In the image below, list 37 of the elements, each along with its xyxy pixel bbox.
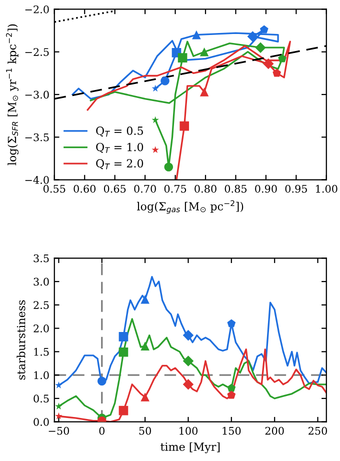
- x-tick-label: 0: [99, 426, 105, 435]
- x-tick-label: 0.90: [255, 184, 277, 193]
- y-tick-label: −3.0: [25, 90, 49, 99]
- y-axis-title: starburstiness: [16, 300, 26, 380]
- y-tick-label: 2.5: [34, 301, 49, 310]
- x-axis-title: time [Myr]: [160, 442, 220, 454]
- x-axis-title: log(Σ$_{gas}$ [M$_{⊙}$ pc$^{−2}$]): [137, 200, 244, 214]
- x-tick-label: 200: [265, 426, 284, 435]
- x-tick-label: 0.55: [43, 184, 66, 193]
- legend-label: Q$_{T}$ = 2.0: [96, 159, 144, 170]
- y-tick-label: 0.0: [34, 418, 49, 426]
- x-tick-label: 0.65: [104, 184, 126, 193]
- x-tick-label: 150: [222, 426, 241, 435]
- x-tick-label: 0.80: [194, 184, 216, 193]
- y-tick-label: 3.0: [34, 278, 49, 286]
- x-tick-label: 0.85: [224, 184, 247, 193]
- y-tick-label: −2.5: [25, 48, 49, 56]
- x-tick-label: 0.95: [285, 184, 307, 193]
- y-tick-label: 2.0: [34, 324, 49, 332]
- y-tick-label: 3.5: [34, 254, 49, 262]
- x-tick-label: 1.00: [316, 184, 338, 193]
- x-tick-label: 0.70: [134, 184, 156, 193]
- text: log(Σ$_{SFR}$ [M$_{⊙}$ yr$^{−1}$ kpc$^{−2}$]): [6, 24, 19, 166]
- legend-label: Q$_{T}$ = 0.5: [96, 126, 143, 137]
- y-tick-label: −4.0: [25, 176, 49, 184]
- x-tick-label: 0.60: [74, 184, 96, 193]
- x-tick-label: 250: [308, 426, 328, 435]
- y-tick-label: 1.0: [34, 371, 49, 380]
- x-tick-label: 0.75: [164, 184, 186, 193]
- y-tick-label: 0.5: [34, 394, 49, 403]
- x-tick-label: 50: [139, 426, 151, 435]
- legend-label: Q$_{T}$ = 1.0: [96, 142, 144, 153]
- x-tick-label: −50: [48, 426, 70, 435]
- y-tick-label: −2.0: [25, 5, 49, 14]
- y-tick-label: −3.5: [25, 133, 49, 142]
- x-tick-label: 100: [180, 426, 198, 435]
- y-tick-label: 1.5: [34, 348, 49, 356]
